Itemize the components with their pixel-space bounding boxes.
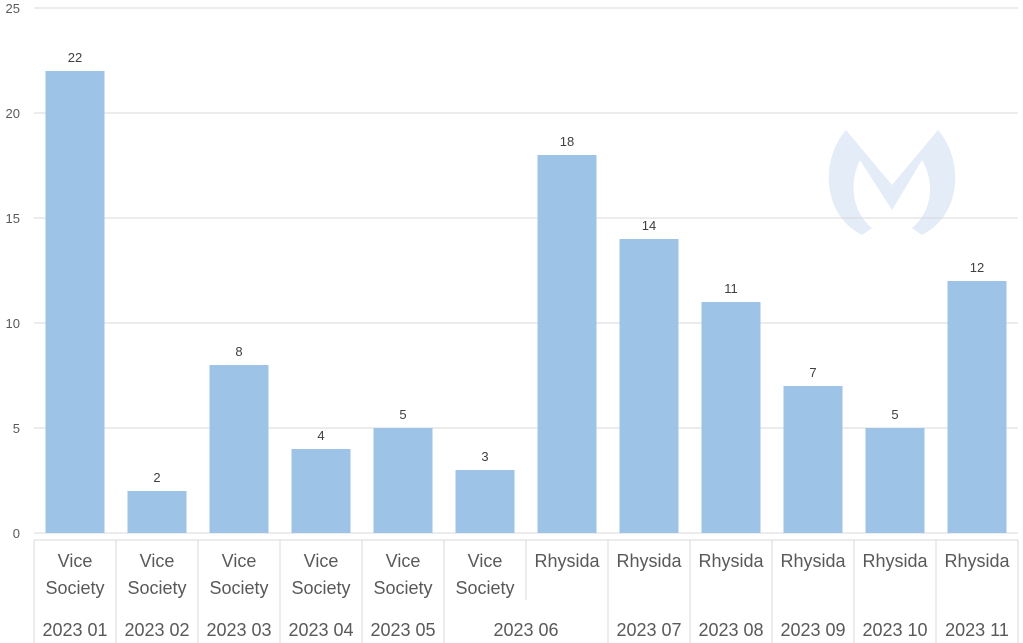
data-label: 12 <box>970 260 984 275</box>
category-label: Rhysida <box>698 551 764 571</box>
month-label: 2023 10 <box>862 620 927 640</box>
data-label: 3 <box>481 449 488 464</box>
month-label: 2023 05 <box>370 620 435 640</box>
data-label: 7 <box>809 365 816 380</box>
y-tick-label: 20 <box>6 106 20 121</box>
bar <box>947 281 1007 533</box>
category-label: Vice Society <box>127 551 186 598</box>
category-label: Rhysida <box>862 551 928 571</box>
category-label: Vice Society <box>45 551 104 598</box>
y-tick-label: 10 <box>6 316 20 331</box>
data-label: 5 <box>891 407 898 422</box>
data-label: 4 <box>317 428 324 443</box>
bar <box>537 155 597 533</box>
month-label: 2023 07 <box>616 620 681 640</box>
data-label: 22 <box>68 50 82 65</box>
bar <box>865 428 925 533</box>
category-label: Rhysida <box>780 551 846 571</box>
data-label: 2 <box>153 470 160 485</box>
bar <box>127 491 187 533</box>
month-label: 2023 09 <box>780 620 845 640</box>
bar <box>455 470 515 533</box>
data-label: 18 <box>560 134 574 149</box>
category-label: Vice Society <box>373 551 432 598</box>
bar <box>291 449 351 533</box>
month-label: 2023 06 <box>493 620 558 640</box>
month-label: 2023 03 <box>206 620 271 640</box>
data-label: 8 <box>235 344 242 359</box>
month-label: 2023 02 <box>124 620 189 640</box>
bar <box>783 386 843 533</box>
month-label: 2023 04 <box>288 620 353 640</box>
bar <box>701 302 761 533</box>
category-label: Rhysida <box>616 551 682 571</box>
category-label: Rhysida <box>534 551 600 571</box>
category-label: Vice Society <box>291 551 350 598</box>
bar <box>619 239 679 533</box>
category-label: Rhysida <box>944 551 1010 571</box>
month-label: 2023 08 <box>698 620 763 640</box>
bar <box>45 71 105 533</box>
y-tick-label: 0 <box>13 526 20 541</box>
malwarebytes-logo-watermark <box>828 130 956 235</box>
data-label: 5 <box>399 407 406 422</box>
category-label: Vice Society <box>455 551 514 598</box>
month-label: 2023 01 <box>42 620 107 640</box>
y-tick-label: 25 <box>6 1 20 16</box>
bar <box>209 365 269 533</box>
data-label: 11 <box>724 281 738 296</box>
category-label: Vice Society <box>209 551 268 598</box>
bar <box>373 428 433 533</box>
month-label: 2023 11 <box>945 620 1009 640</box>
data-label: 14 <box>642 218 656 233</box>
y-tick-label: 15 <box>6 211 20 226</box>
y-tick-label: 5 <box>13 421 20 436</box>
